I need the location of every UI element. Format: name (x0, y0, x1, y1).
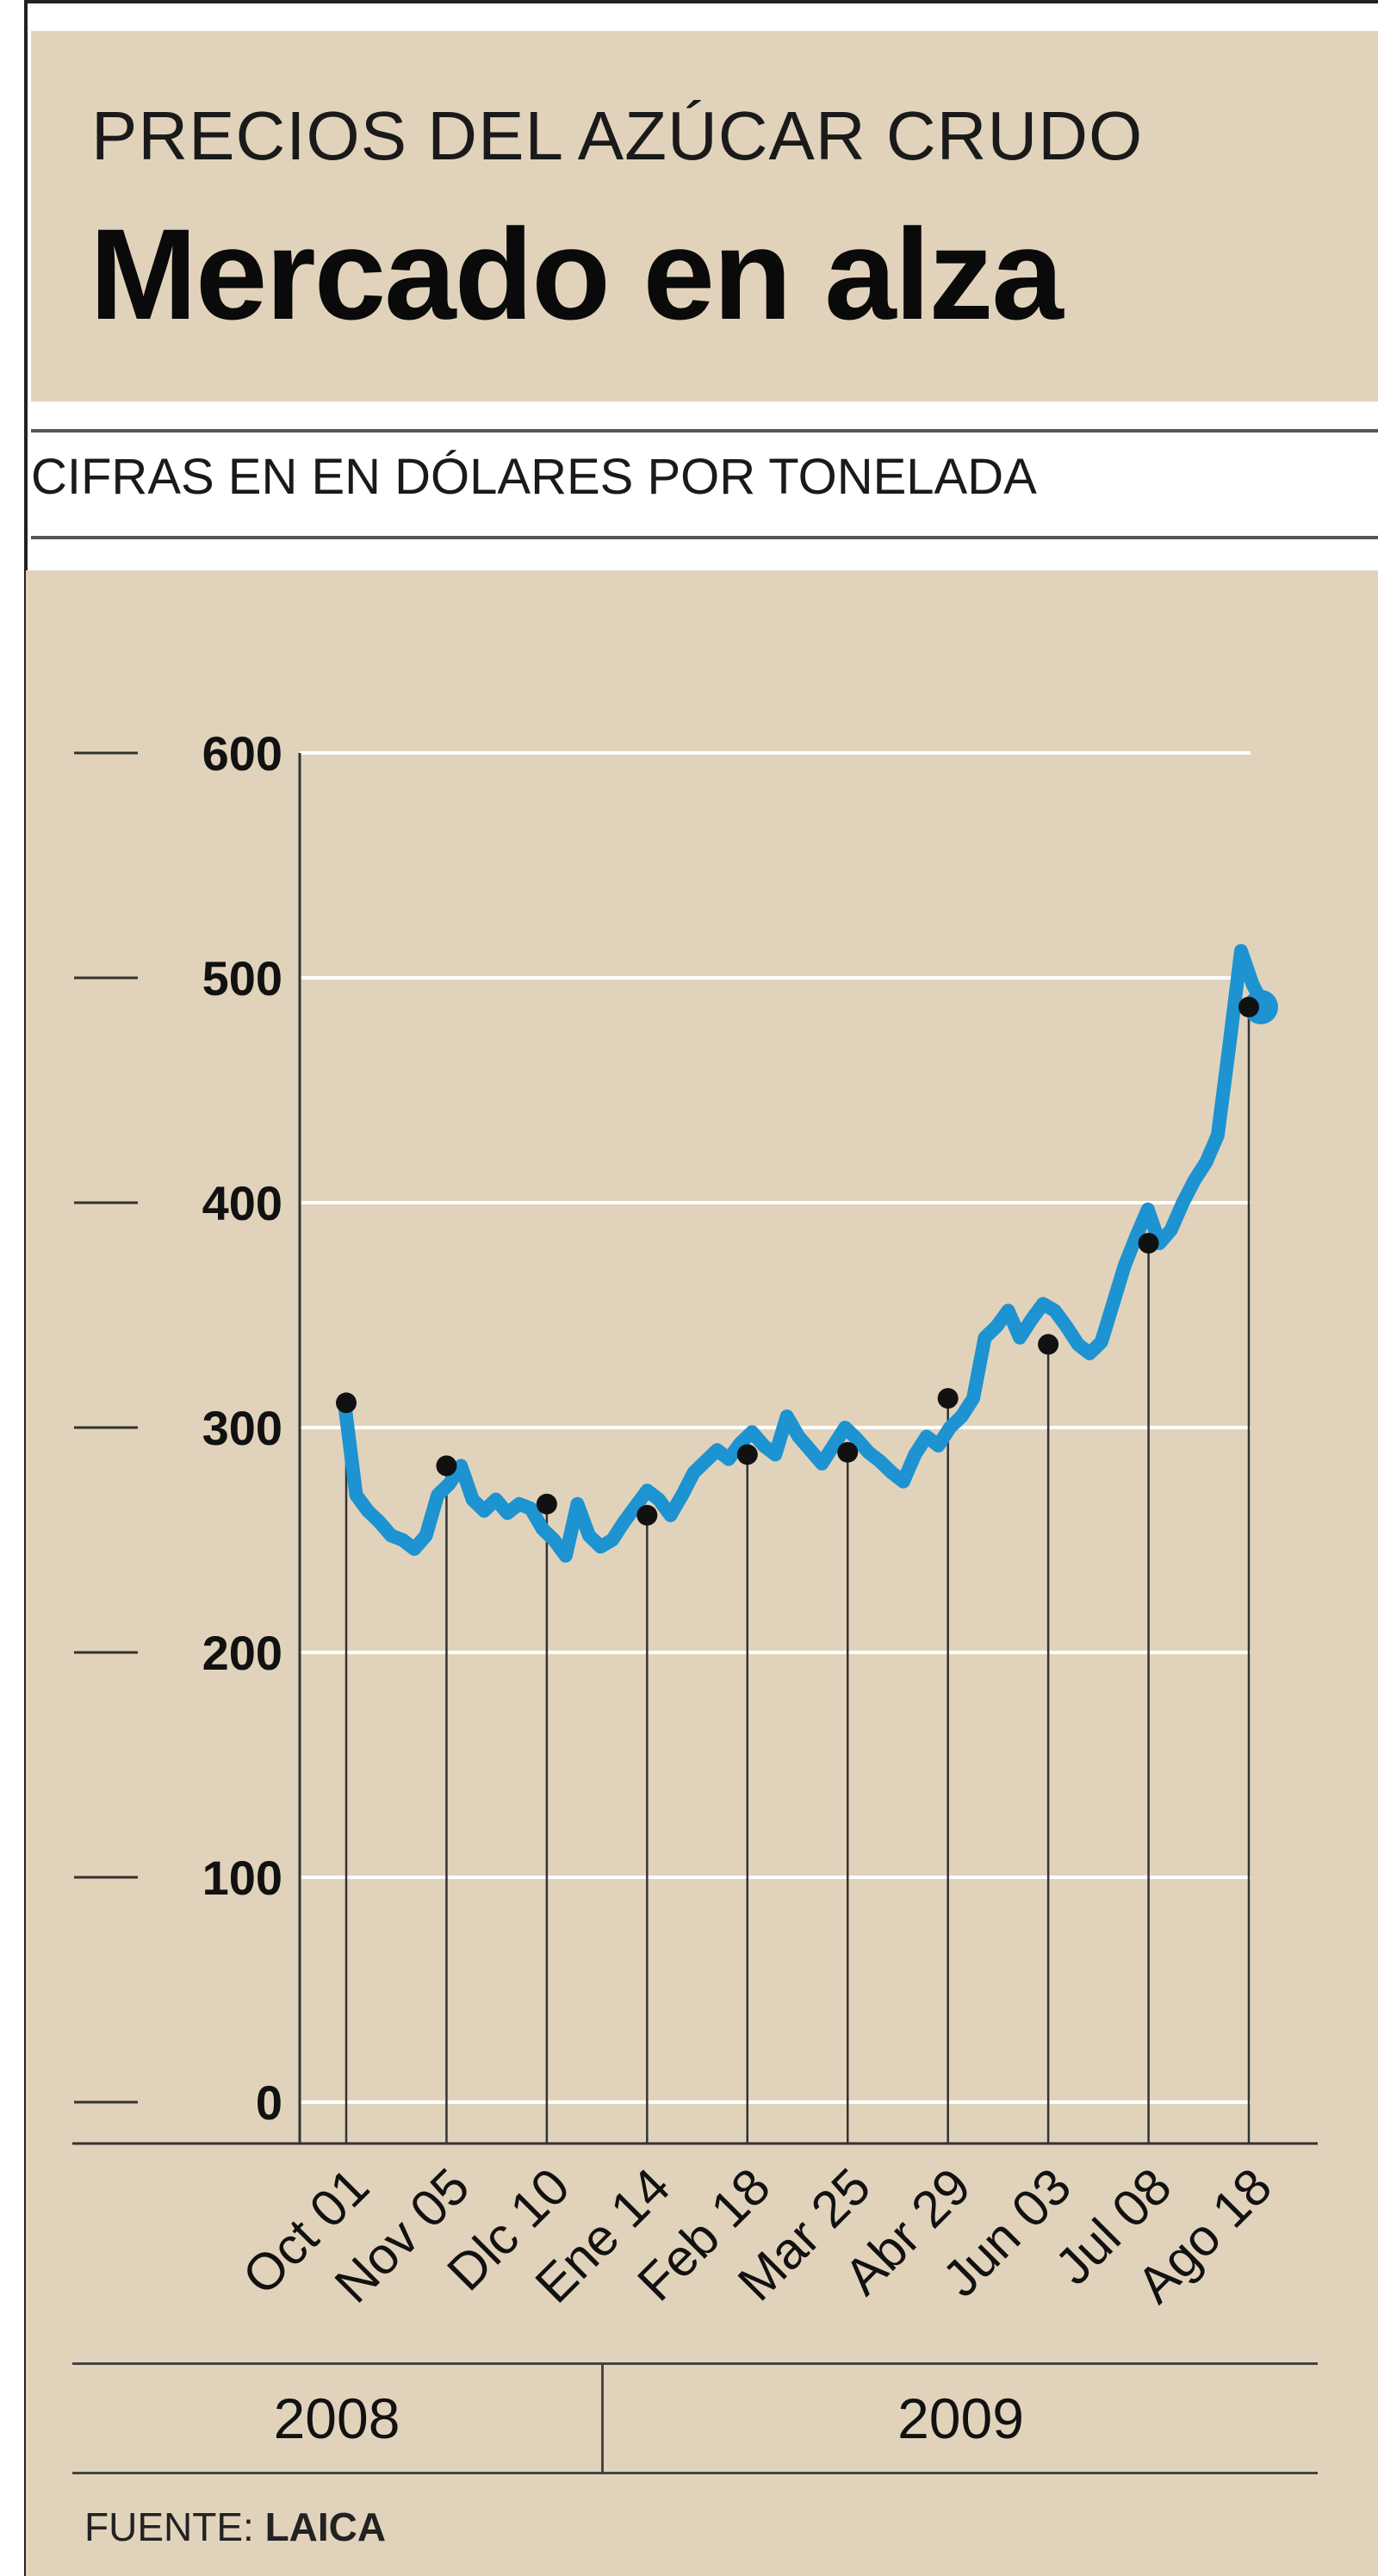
data-marker-5 (837, 1441, 859, 1463)
data-marker-2 (536, 1493, 557, 1515)
year-label-2008: 2008 (273, 2386, 400, 2450)
data-marker-1 (436, 1455, 457, 1477)
y-tick-label-200: 200 (202, 1626, 282, 1680)
frame-top-border (24, 0, 1378, 3)
year-divider (601, 2365, 604, 2472)
source-value: LAICA (264, 2504, 387, 2549)
data-marker-0 (336, 1392, 357, 1414)
y-tick-label-500: 500 (202, 951, 282, 1005)
data-marker-7 (1038, 1334, 1059, 1355)
data-marker-8 (1138, 1232, 1159, 1254)
chart-panel: 0 100 200 300 400 500 600 Oct 01 Nov 05 Dlc 10 Ene… (26, 570, 1378, 2576)
unit-note: CIFRAS EN EN DÓLARES POR TONELADA (31, 449, 1037, 505)
rule-top (31, 429, 1378, 432)
year-band: 2008 2009 (72, 2362, 1318, 2474)
y-tick-label-400: 400 (202, 1176, 282, 1230)
y-tick-label-300: 300 (202, 1401, 282, 1455)
source-label: FUENTE: (84, 2504, 254, 2549)
y-tick-label-0: 0 (256, 2075, 282, 2130)
chart-title: Mercado en alza (90, 202, 1064, 346)
price-line (338, 943, 1271, 1563)
year-label-2009: 2009 (897, 2386, 1024, 2450)
rule-bottom (31, 536, 1378, 539)
data-marker-3 (636, 1504, 658, 1526)
header-box (31, 31, 1378, 401)
data-marker-9 (1238, 996, 1259, 1017)
data-marker-6 (937, 1388, 959, 1409)
y-tick-label-600: 600 (202, 726, 282, 781)
y-tick-label-100: 100 (202, 1851, 282, 1905)
source-credit: FUENTE: LAICA (84, 2504, 386, 2550)
chart-kicker: PRECIOS DEL AZÚCAR CRUDO (91, 97, 1144, 174)
data-marker-4 (736, 1444, 758, 1465)
